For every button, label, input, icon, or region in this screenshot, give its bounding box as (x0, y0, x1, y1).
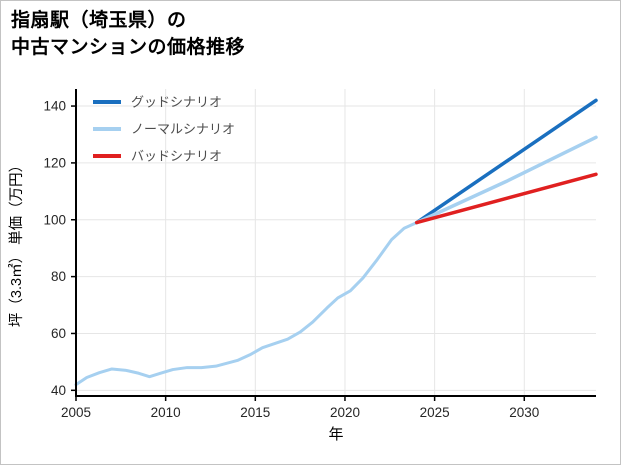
y-tick-label: 120 (43, 155, 66, 170)
x-tick-label: 2025 (420, 405, 450, 420)
chart-title: 指扇駅（埼玉県）の 中古マンションの価格推移 (11, 8, 245, 62)
legend-label-bad: バッドシナリオ (131, 149, 222, 164)
chart-title-line2: 中古マンションの価格推移 (11, 36, 246, 58)
legend-label-normal: ノーマルシナリオ (131, 122, 235, 137)
series-line-good (414, 98, 598, 225)
x-tick-label: 2020 (330, 405, 360, 420)
x-tick-label: 2005 (61, 405, 91, 420)
x-tick-label: 2015 (240, 405, 270, 420)
legend-item-normal: ノーマルシナリオ (93, 122, 235, 137)
y-tick-label: 60 (51, 326, 66, 341)
gridlines (75, 89, 596, 396)
y-tick-labels: 40 60 80 100 120 140 (43, 99, 76, 398)
x-tick-label: 2030 (509, 405, 539, 420)
y-tick-label: 100 (43, 212, 66, 227)
y-axis-label: 坪（3.3㎡） 単価（万円） (8, 158, 25, 327)
legend-item-bad: バッドシナリオ (93, 149, 222, 164)
y-tick-label: 40 (51, 383, 66, 398)
series-lines (74, 98, 598, 387)
series-line-history (74, 221, 419, 387)
y-tick-label: 140 (43, 99, 66, 114)
legend-item-good: グッドシナリオ (93, 95, 222, 110)
legend-label-good: グッドシナリオ (131, 95, 222, 110)
x-tick-label: 2010 (151, 405, 181, 420)
y-tick-label: 80 (51, 269, 66, 284)
x-axis-label: 年 (328, 426, 343, 443)
series-line-normal (414, 135, 598, 225)
chart-title-line1: 指扇駅（埼玉県）の (11, 10, 187, 31)
x-tick-labels: 2005 2010 2015 2020 2025 2030 (61, 396, 539, 420)
axes (75, 89, 596, 397)
series-line-bad (414, 172, 598, 225)
